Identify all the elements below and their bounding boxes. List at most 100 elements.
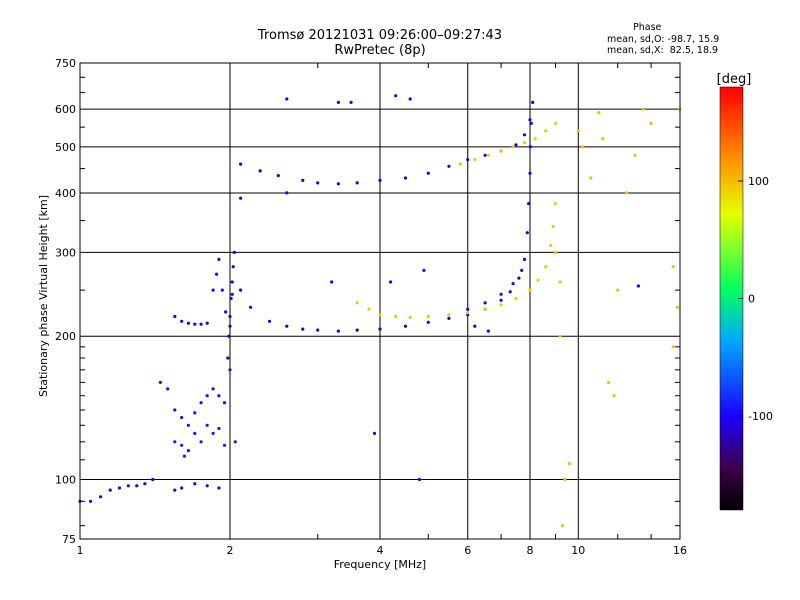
data-point [215, 272, 219, 276]
data-point [422, 268, 426, 272]
data-point [166, 387, 170, 391]
data-point [228, 314, 232, 319]
data-point [641, 107, 645, 111]
data-point [483, 301, 487, 305]
data-point [466, 307, 470, 311]
data-point [544, 129, 548, 133]
data-point [612, 394, 616, 398]
data-point [151, 477, 155, 482]
data-point [394, 314, 398, 319]
data-point [426, 314, 430, 319]
data-point [193, 482, 197, 486]
data-point [675, 305, 679, 309]
data-point [520, 268, 524, 272]
phase-stats-x-mode: mean, sd,X: 82.5, 18.9 [607, 45, 719, 56]
data-point [408, 97, 412, 101]
data-point [522, 141, 527, 145]
data-point [217, 426, 221, 431]
data-point [408, 315, 412, 320]
data-point [301, 327, 305, 331]
data-point [394, 94, 398, 98]
x-axis-label: Frequency [MHz] [334, 558, 426, 571]
data-point [403, 176, 408, 180]
x-axis: 1 2 4 6 8 10 16 [77, 63, 687, 557]
data-point [528, 145, 533, 149]
data-point [193, 411, 197, 415]
phase-stats-header: Phase [633, 22, 662, 33]
data-point [606, 380, 611, 384]
y-tick-label: 100 [55, 474, 76, 487]
data-point [514, 296, 518, 301]
data-point [483, 307, 487, 311]
y-axis: 75 100 200 300 400 500 600 750 [55, 57, 680, 546]
data-point [483, 153, 487, 157]
data-point [99, 495, 103, 499]
data-point [173, 488, 177, 492]
data-point [551, 224, 555, 229]
data-point [378, 178, 382, 182]
x-tick-label: 10 [571, 544, 585, 557]
data-point [199, 440, 203, 444]
x-tick-label: 6 [464, 544, 471, 557]
data-point [108, 488, 112, 492]
data-point [217, 394, 221, 398]
data-point [267, 319, 272, 323]
x-tick-label: 4 [377, 544, 384, 557]
data-point [527, 202, 531, 206]
data-point [239, 288, 243, 292]
data-points [78, 94, 682, 528]
y-tick-label: 750 [55, 57, 76, 70]
data-point [301, 178, 305, 182]
y-tick-label: 400 [55, 187, 76, 200]
data-point [417, 477, 422, 482]
data-point [205, 321, 209, 325]
data-point [473, 324, 477, 328]
data-point [220, 288, 224, 292]
data-point [89, 499, 93, 503]
data-point [193, 322, 197, 326]
data-point [285, 191, 289, 195]
data-point [135, 484, 139, 488]
data-point [528, 118, 532, 122]
data-point [199, 401, 203, 405]
data-point [186, 423, 190, 427]
data-point [180, 486, 184, 490]
data-point [389, 280, 393, 284]
colorbar-tick-label: -100 [748, 410, 773, 423]
data-point [426, 320, 430, 324]
data-point [447, 164, 451, 168]
data-point [230, 292, 234, 296]
data-point [226, 356, 230, 360]
data-point [222, 443, 227, 447]
data-point [528, 288, 532, 292]
data-point [378, 327, 382, 331]
y-tick-label: 300 [55, 246, 76, 259]
data-point [224, 310, 228, 314]
data-point [211, 387, 215, 391]
x-tick-label: 2 [227, 544, 234, 557]
data-point [316, 181, 320, 185]
data-point [486, 329, 490, 333]
data-point [227, 334, 231, 338]
y-axis-label: Stationary phase Virtual Height [km] [37, 195, 50, 397]
data-point [249, 305, 253, 309]
data-point [533, 137, 537, 141]
data-point [199, 322, 203, 326]
data-point [625, 191, 629, 195]
phase-stats-o-mode: mean, sd,O: -98.7, 15.9 [607, 34, 720, 45]
colorbar-label: [deg] [717, 72, 752, 87]
data-point [576, 129, 580, 133]
data-point [180, 415, 184, 420]
data-point [553, 202, 558, 206]
data-point [616, 288, 620, 292]
data-point [536, 278, 540, 282]
data-point [336, 329, 340, 333]
data-point [117, 486, 122, 490]
data-point [232, 250, 236, 254]
data-point [205, 423, 209, 427]
data-point [426, 171, 430, 175]
colorbar-tick-label: 100 [748, 175, 769, 188]
data-point [180, 319, 184, 323]
data-point [228, 368, 232, 372]
data-point [355, 328, 359, 332]
